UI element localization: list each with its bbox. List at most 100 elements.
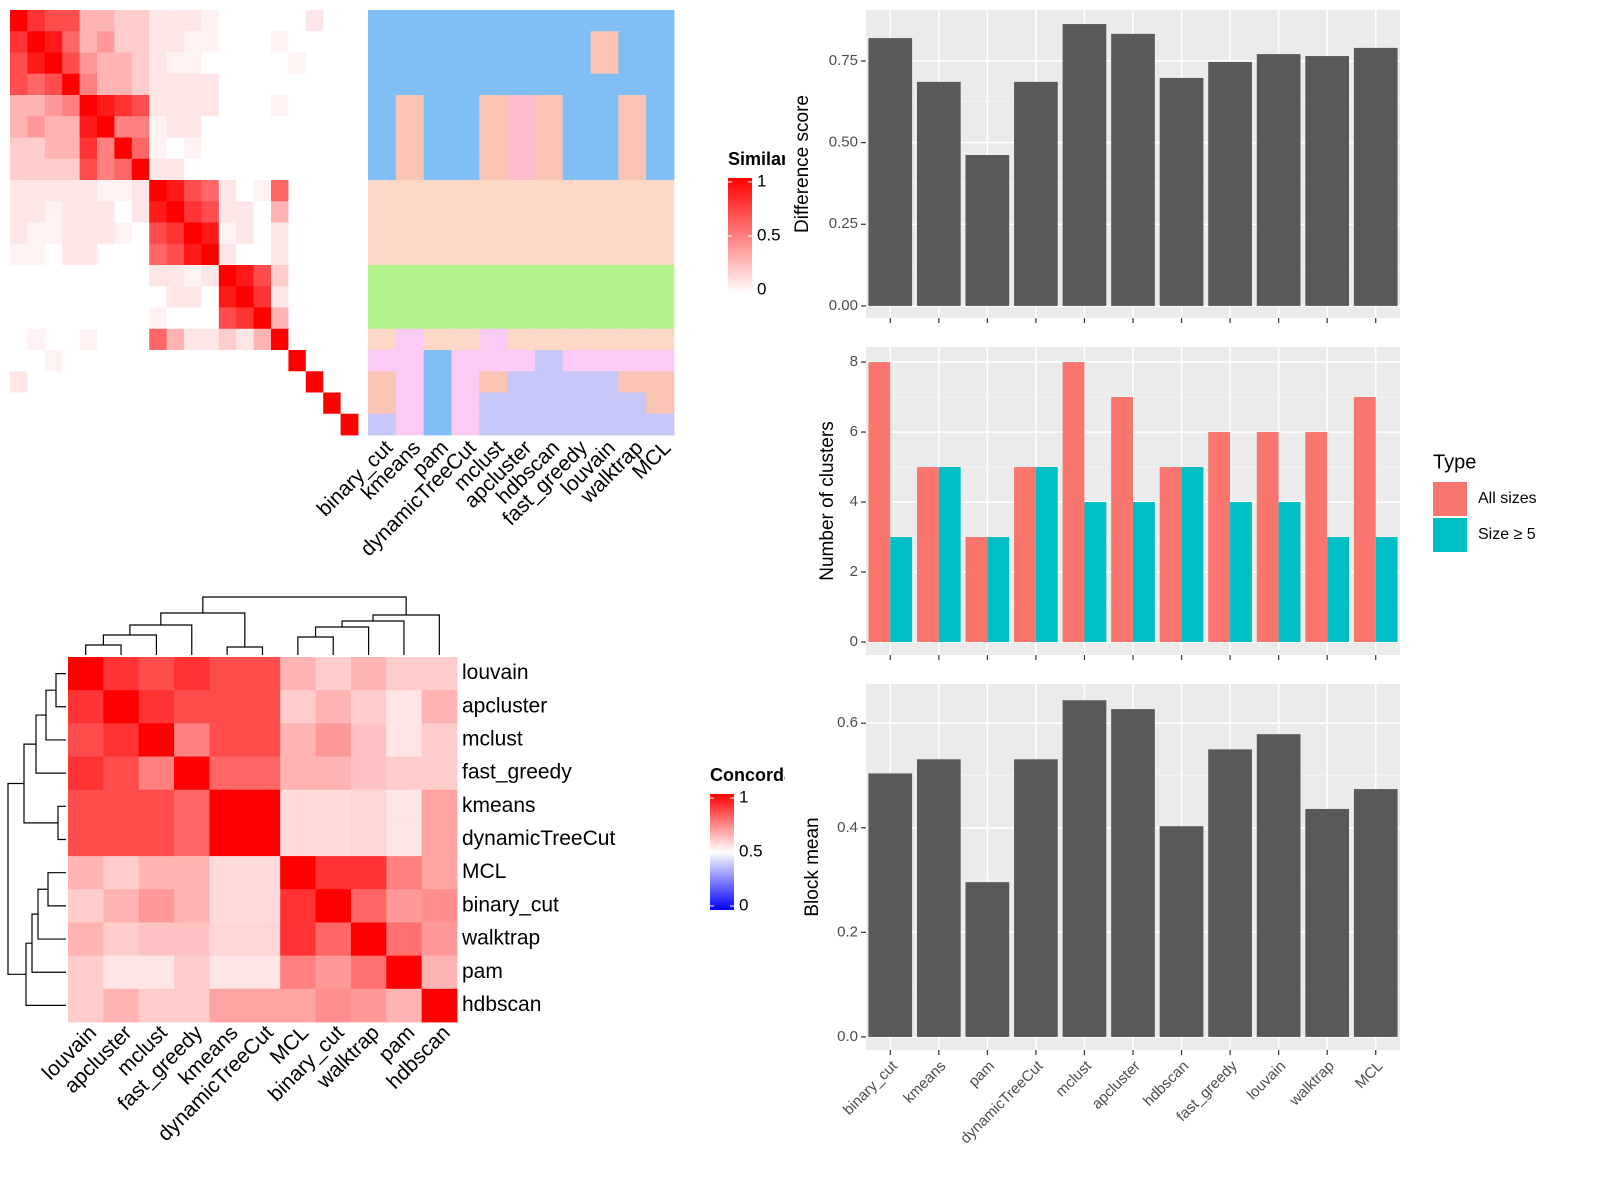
row-label: louvain [462, 661, 529, 684]
membership-cell [590, 286, 619, 308]
membership-cell [479, 350, 508, 372]
heatmap-cell [68, 856, 104, 890]
heatmap-cell [253, 265, 272, 287]
heatmap-cell [340, 137, 359, 160]
heatmap-cell [97, 350, 115, 372]
y-tick-label: 4 [850, 493, 858, 510]
dendrogram-branch [47, 872, 66, 907]
heatmap-cell [350, 889, 387, 923]
heatmap-cell [114, 10, 133, 32]
heatmap-cell [27, 243, 46, 266]
heatmap-cell [10, 286, 28, 308]
bar [965, 537, 988, 643]
heatmap-cell [244, 856, 281, 890]
heatmap-cell [201, 73, 220, 96]
membership-cell [618, 180, 647, 202]
heatmap-cell [305, 307, 324, 330]
heatmap-cell [315, 889, 352, 923]
heatmap-cell [323, 116, 341, 138]
membership-cell [368, 180, 397, 202]
heatmap-cell [10, 201, 28, 223]
heatmap-cell [166, 265, 185, 287]
membership-cell [590, 371, 619, 393]
heatmap-cell [149, 95, 167, 117]
heatmap-cell [305, 328, 324, 351]
heatmap-cell [174, 955, 210, 990]
heatmap-cell [350, 690, 387, 724]
membership-cell [534, 243, 564, 266]
heatmap-cell [340, 116, 359, 138]
membership-cell [479, 286, 508, 308]
heatmap-cell [27, 116, 46, 138]
heatmap-cell [218, 350, 237, 372]
membership-cell [479, 413, 508, 436]
heatmap-cell [201, 137, 220, 160]
heatmap-cell [131, 31, 150, 53]
heatmap-cell [236, 286, 254, 308]
heatmap-cell [174, 789, 210, 824]
heatmap-cell [244, 955, 281, 990]
membership-cell [423, 286, 452, 308]
membership-cell [451, 286, 480, 308]
membership-cell [368, 307, 397, 330]
heatmap-cell [271, 328, 289, 351]
membership-cell [534, 137, 564, 160]
membership-cell [451, 371, 480, 393]
heatmap-cell [68, 723, 104, 757]
heatmap-cell [62, 413, 80, 436]
heatmap-cell [323, 137, 341, 160]
membership-cell [479, 371, 508, 393]
membership-cell [590, 31, 619, 53]
heatmap-cell [323, 307, 341, 330]
heatmap-cell [218, 222, 237, 245]
heatmap-cell [27, 371, 46, 393]
membership-cell [507, 180, 536, 202]
membership-cell [507, 350, 536, 372]
heatmap-cell [218, 31, 237, 53]
heatmap-cell [97, 201, 115, 223]
membership-cell [534, 286, 564, 308]
heatmap-cell [114, 137, 133, 160]
heatmap-cell [44, 116, 63, 138]
membership-cell [368, 95, 397, 117]
heatmap-cell [10, 392, 28, 415]
heatmap-cell [209, 723, 246, 757]
heatmap-cell [79, 10, 98, 32]
membership-cell [507, 413, 536, 436]
heatmap-cell [280, 922, 316, 957]
membership-cell [395, 10, 425, 32]
heatmap-cell [149, 222, 167, 245]
heatmap-cell [166, 52, 185, 75]
heatmap-cell [421, 657, 458, 691]
membership-cell [534, 328, 564, 351]
heatmap-cell [201, 392, 220, 415]
heatmap-cell [62, 371, 80, 393]
heatmap-cell [305, 158, 324, 181]
heatmap-cell [131, 137, 150, 160]
membership-cell [562, 137, 591, 160]
heatmap-cell [97, 31, 115, 53]
membership-cell [590, 392, 619, 415]
heatmap-cell [350, 723, 387, 757]
membership-cell [368, 73, 397, 96]
membership-cell [562, 265, 591, 287]
heatmap-cell [44, 265, 63, 287]
dendrogram-branch [341, 620, 405, 655]
heatmap-cell [97, 95, 115, 117]
membership-cell [507, 137, 536, 160]
heatmap-cell [288, 10, 307, 32]
heatmap-cell [103, 822, 140, 857]
membership-cell [646, 52, 675, 75]
x-tick-label: pam [965, 1058, 998, 1091]
heatmap-cell [27, 392, 46, 415]
heatmap-cell [103, 856, 140, 890]
membership-cell [646, 350, 675, 372]
heatmap-cell [131, 95, 150, 117]
legend-tick-label: 1 [757, 171, 766, 190]
heatmap-cell [386, 856, 423, 890]
heatmap-cell [421, 690, 458, 724]
heatmap-cell [114, 158, 133, 181]
heatmap-cell [27, 307, 46, 330]
heatmap-cell [201, 52, 220, 75]
heatmap-cell [184, 73, 202, 96]
